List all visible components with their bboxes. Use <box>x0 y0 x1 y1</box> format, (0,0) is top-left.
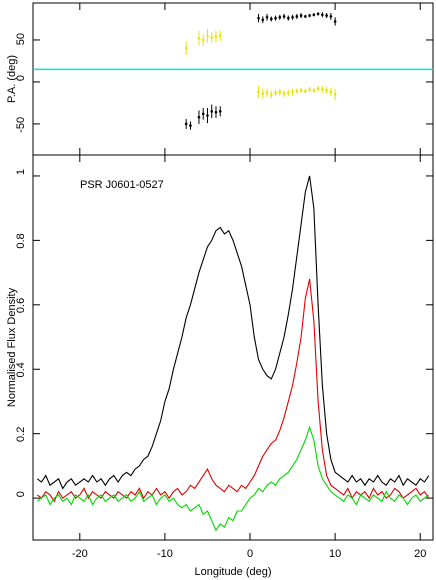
y-tick-label: 0 <box>15 75 27 81</box>
pa-point <box>210 110 214 113</box>
pa-point <box>278 15 282 19</box>
x-tick-label: 10 <box>329 548 341 560</box>
pa-point <box>206 114 209 117</box>
pa-point <box>261 18 265 22</box>
pa-point <box>184 47 188 50</box>
pa-point <box>197 115 201 119</box>
pa-point <box>304 89 307 93</box>
pa-point <box>312 13 316 17</box>
pa-point <box>218 34 222 38</box>
y-tick-label: 0.6 <box>15 298 27 313</box>
y-tick-label: -50 <box>15 117 27 133</box>
pa-point <box>321 88 324 91</box>
pa-point <box>299 89 303 92</box>
pa-point <box>214 35 218 38</box>
pa-point <box>201 112 205 116</box>
pa-point <box>333 20 337 23</box>
pa-point <box>184 122 188 126</box>
x-tick-label: 0 <box>247 548 253 560</box>
plot-frame <box>32 154 434 541</box>
x-tick-label: -10 <box>157 548 173 560</box>
pa-point <box>261 92 265 95</box>
plot-frame <box>32 2 434 156</box>
pa-point <box>282 92 286 95</box>
pa-point <box>269 93 273 96</box>
pa-point <box>287 91 290 95</box>
y-tick-label: 0.4 <box>15 362 27 377</box>
pa-point <box>257 16 260 20</box>
pa-point <box>295 15 299 18</box>
y-tick-label: 0.8 <box>15 233 27 248</box>
x-tick-label: 20 <box>414 548 426 560</box>
pa-point <box>265 91 269 95</box>
pa-point <box>329 90 333 94</box>
pa-point <box>278 90 282 94</box>
pa-point <box>312 89 316 92</box>
pa-point <box>321 13 324 17</box>
pa-point <box>287 16 290 20</box>
x-axis-label: Longitude (deg) <box>194 566 271 578</box>
pa-point <box>291 15 294 19</box>
pa-point <box>308 14 311 17</box>
pa-point <box>304 15 307 18</box>
pa-point <box>210 36 214 39</box>
pa-point <box>333 93 337 96</box>
annotation: PSR J0601-0527 <box>80 179 164 191</box>
y-axis-label: Normalised Flux Density <box>6 287 18 407</box>
pa-point <box>329 15 333 18</box>
pa-point <box>325 89 328 92</box>
pa-point <box>282 15 286 18</box>
pa-point <box>316 87 320 90</box>
y-axis-label: P.A. (deg) <box>6 55 18 103</box>
y-tick-label: 0 <box>15 491 27 497</box>
pa-point <box>257 90 260 94</box>
pa-point <box>291 90 294 94</box>
profile-line <box>36 278 430 503</box>
pa-point <box>218 110 222 113</box>
pa-point <box>201 38 205 42</box>
pa-point <box>265 15 269 19</box>
pa-point <box>308 88 311 91</box>
pa-point <box>214 110 218 114</box>
pa-point <box>269 17 273 21</box>
pa-point <box>316 12 320 16</box>
pa-point <box>274 91 277 95</box>
pa-point <box>189 124 192 127</box>
profile-line <box>36 425 430 532</box>
pa-point <box>197 36 201 40</box>
y-tick-label: 1 <box>15 169 27 175</box>
pa-point <box>299 14 303 17</box>
pa-point <box>325 14 328 17</box>
pa-point <box>274 16 277 20</box>
pa-point <box>295 89 299 93</box>
y-tick-label: 0.2 <box>15 427 27 442</box>
profile-line <box>36 175 430 490</box>
pa-point <box>206 34 209 38</box>
y-tick-label: 50 <box>15 33 27 45</box>
x-tick-label: -20 <box>72 548 88 560</box>
